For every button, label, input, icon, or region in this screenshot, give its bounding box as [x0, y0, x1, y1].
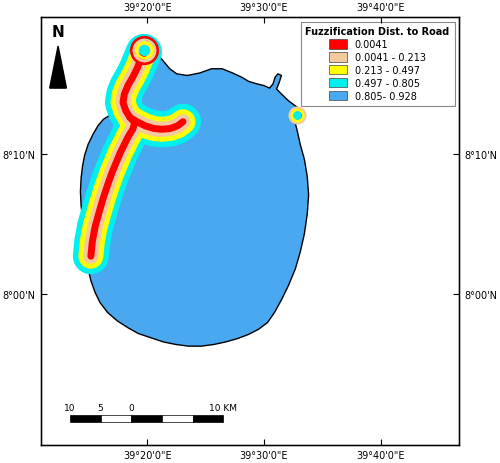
Bar	[70, 415, 100, 422]
Bar	[193, 415, 224, 422]
Legend: 0.0041, 0.0041 - 0.213, 0.213 - 0.497, 0.497 - 0.805, 0.805- 0.928: 0.0041, 0.0041 - 0.213, 0.213 - 0.497, 0…	[300, 22, 454, 106]
Text: 5: 5	[98, 403, 103, 412]
Bar	[162, 415, 193, 422]
Text: N: N	[52, 25, 64, 40]
Bar	[100, 415, 132, 422]
Polygon shape	[50, 47, 66, 89]
Bar	[132, 415, 162, 422]
Text: 10: 10	[64, 403, 76, 412]
Text: 0: 0	[128, 403, 134, 412]
Polygon shape	[80, 50, 308, 346]
Text: 10 KM: 10 KM	[210, 403, 238, 412]
